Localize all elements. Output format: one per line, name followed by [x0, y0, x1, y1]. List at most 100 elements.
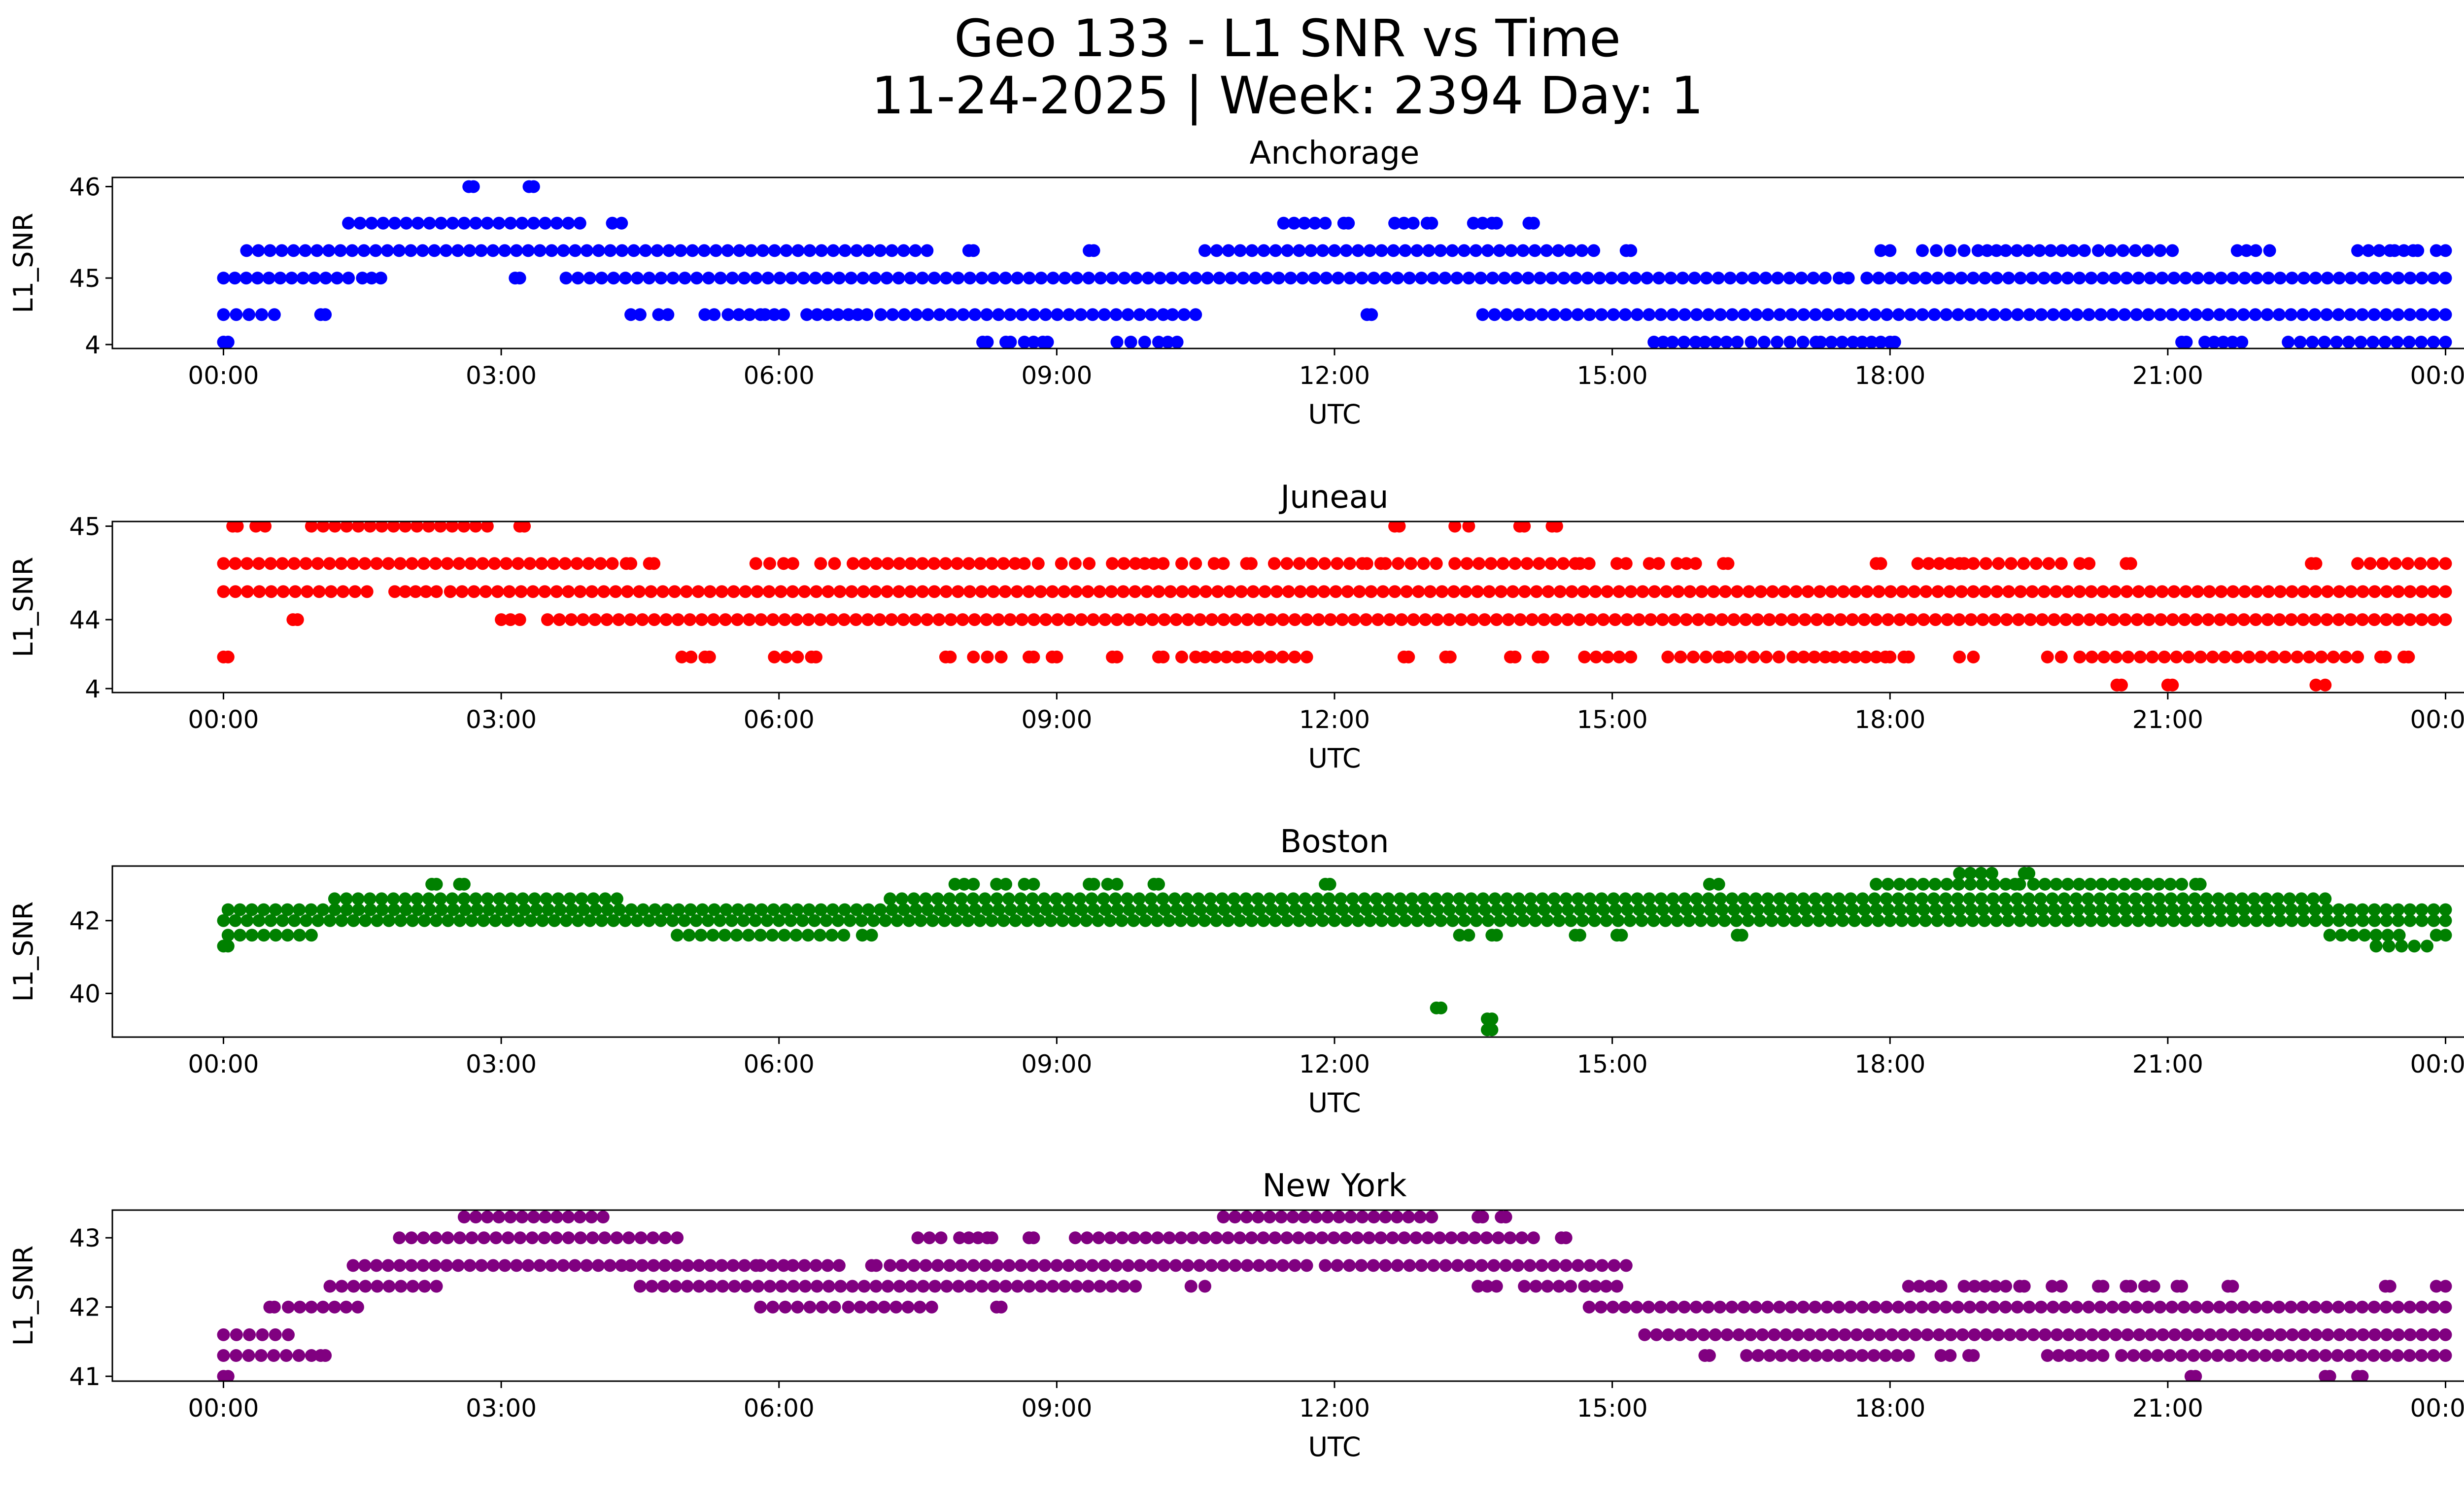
data-point	[2295, 1349, 2308, 1362]
data-point	[1978, 1280, 1991, 1293]
data-point	[1654, 1300, 1667, 1314]
data-point	[909, 903, 923, 916]
data-point	[773, 272, 787, 285]
data-point	[2403, 914, 2417, 927]
data-point	[1880, 308, 1893, 321]
data-point	[606, 216, 619, 230]
data-point	[2108, 914, 2121, 927]
data-point	[1263, 1211, 1276, 1223]
data-point	[1980, 1328, 1993, 1341]
data-point	[1844, 1349, 1857, 1362]
data-point	[2085, 272, 2098, 285]
data-point	[1587, 244, 1601, 257]
data-point	[1453, 929, 1466, 942]
data-point	[815, 903, 827, 916]
data-point	[1447, 585, 1461, 598]
data-point	[1467, 216, 1480, 230]
data-point	[1490, 1280, 1503, 1293]
data-point	[2308, 1300, 2321, 1314]
data-point	[932, 613, 946, 626]
data-point	[2215, 272, 2228, 285]
x-tick-label: 09:00	[1021, 1394, 1092, 1423]
data-point	[1855, 1349, 1869, 1362]
data-point	[1086, 1259, 1099, 1272]
data-point	[1760, 650, 1773, 663]
data-point	[921, 903, 934, 916]
data-point	[445, 892, 459, 905]
data-point	[1217, 1211, 1230, 1223]
data-point	[1526, 613, 1539, 626]
data-point	[1008, 557, 1022, 570]
data-point	[1121, 892, 1134, 905]
data-point	[1569, 272, 1582, 285]
data-point	[683, 929, 696, 942]
data-point	[802, 613, 815, 626]
data-point	[411, 903, 424, 916]
data-point	[1241, 613, 1254, 626]
data-point	[1145, 308, 1158, 321]
data-point	[1189, 308, 1202, 321]
data-point	[1032, 914, 1046, 927]
data-point	[1223, 585, 1236, 598]
data-point	[975, 272, 989, 285]
data-point	[2000, 613, 2013, 626]
data-point	[1018, 877, 1031, 891]
data-point	[2203, 272, 2216, 285]
data-point	[1547, 892, 1561, 905]
data-point	[2189, 1300, 2202, 1314]
data-point	[399, 903, 412, 916]
data-point	[1296, 272, 1309, 285]
data-point	[1492, 1231, 1505, 1245]
data-point	[381, 1259, 395, 1272]
data-point	[857, 1280, 871, 1293]
data-point	[1500, 892, 1513, 905]
data-point	[2177, 308, 2190, 321]
data-point	[359, 914, 372, 927]
data-point	[574, 585, 587, 598]
data-point	[2402, 336, 2416, 348]
data-point	[2207, 336, 2221, 348]
data-point	[2096, 272, 2110, 285]
panel-title-juneau: Juneau	[1278, 479, 1388, 516]
data-point	[495, 613, 508, 626]
data-point	[1600, 1280, 1613, 1293]
data-point	[230, 1349, 242, 1362]
data-point	[962, 1231, 975, 1245]
data-point	[1953, 867, 1966, 880]
data-point	[1905, 613, 1918, 626]
data-point	[2044, 244, 2057, 257]
data-point	[2156, 272, 2169, 285]
data-point	[2226, 1280, 2239, 1293]
data-point	[387, 892, 400, 905]
data-point	[1718, 914, 1731, 927]
data-point	[2124, 557, 2137, 570]
data-point	[1893, 877, 1906, 891]
data-point	[515, 216, 529, 230]
data-point	[1454, 613, 1468, 626]
data-point	[504, 1211, 517, 1223]
data-point	[1194, 903, 1207, 916]
data-point	[293, 1300, 307, 1314]
data-point	[2392, 1300, 2404, 1314]
data-point	[463, 1259, 477, 1272]
data-point	[2022, 867, 2036, 880]
data-point	[1141, 272, 1155, 285]
data-point	[310, 244, 324, 257]
data-point	[1379, 272, 1392, 285]
data-point	[2408, 939, 2421, 953]
data-point	[1951, 1300, 1964, 1314]
data-point	[2321, 1328, 2334, 1341]
data-point	[480, 1211, 494, 1223]
data-point	[1516, 244, 1530, 257]
data-point	[337, 585, 350, 598]
data-point	[1992, 557, 2005, 570]
data-point	[666, 272, 680, 285]
data-point	[2225, 613, 2239, 626]
data-point	[1164, 585, 1177, 598]
data-point	[1393, 522, 1406, 533]
data-point	[1433, 1231, 1446, 1245]
data-point	[1038, 1259, 1052, 1272]
data-point	[631, 272, 644, 285]
data-point	[2439, 613, 2452, 626]
data-point	[2235, 1349, 2248, 1362]
